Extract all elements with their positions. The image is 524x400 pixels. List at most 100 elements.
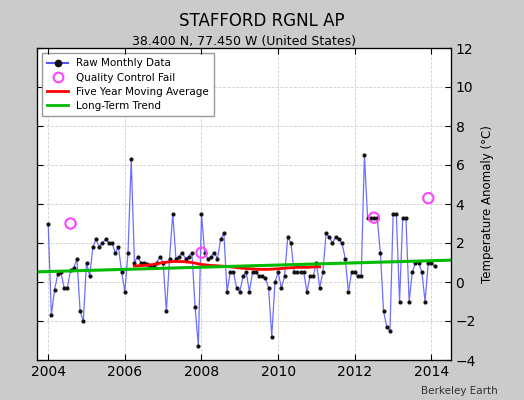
Point	[79, 318, 88, 324]
Point	[229, 269, 237, 276]
Point	[335, 236, 343, 242]
Point	[239, 273, 247, 279]
Point	[332, 234, 340, 240]
Point	[216, 236, 225, 242]
Point	[137, 259, 145, 266]
Point	[341, 255, 350, 262]
Point	[121, 288, 129, 295]
Point	[181, 255, 190, 262]
Point	[146, 263, 155, 270]
Point	[172, 255, 180, 262]
Point	[351, 269, 359, 276]
Point	[261, 275, 269, 281]
Point	[303, 288, 311, 295]
Point	[421, 298, 429, 305]
Point	[233, 285, 241, 291]
Point	[296, 269, 304, 276]
Point	[226, 269, 234, 276]
Point	[367, 214, 375, 221]
Point	[198, 210, 206, 217]
Point	[92, 236, 100, 242]
Point	[143, 261, 151, 268]
Point	[430, 263, 439, 270]
Point	[408, 269, 417, 276]
Point	[363, 214, 372, 221]
Point	[405, 298, 413, 305]
Point	[357, 273, 365, 279]
Point	[73, 255, 81, 262]
Point	[373, 214, 381, 221]
Point	[395, 298, 403, 305]
Point	[159, 259, 167, 266]
Point	[265, 285, 273, 291]
Point	[277, 285, 286, 291]
Point	[162, 308, 170, 314]
Point	[344, 288, 353, 295]
Title: 38.400 N, 77.450 W (United States): 38.400 N, 77.450 W (United States)	[132, 35, 356, 48]
Point	[108, 240, 116, 246]
Point	[287, 240, 295, 246]
Point	[99, 240, 107, 246]
Point	[418, 269, 426, 276]
Point	[85, 273, 94, 279]
Point	[370, 214, 378, 221]
Point	[44, 220, 52, 227]
Point	[411, 259, 420, 266]
Point	[124, 250, 132, 256]
Point	[149, 263, 158, 270]
Point	[328, 240, 336, 246]
Point	[255, 273, 263, 279]
Point	[114, 244, 123, 250]
Point	[338, 240, 346, 246]
Point	[111, 250, 119, 256]
Point	[152, 259, 161, 266]
Point	[370, 214, 378, 221]
Point	[242, 269, 250, 276]
Point	[280, 273, 289, 279]
Point	[102, 236, 110, 242]
Point	[319, 269, 327, 276]
Point	[315, 285, 324, 291]
Point	[290, 269, 298, 276]
Point	[127, 156, 135, 162]
Point	[252, 269, 260, 276]
Point	[67, 220, 75, 227]
Point	[392, 210, 400, 217]
Point	[130, 259, 139, 266]
Point	[95, 244, 103, 250]
Point	[191, 304, 199, 310]
Point	[47, 312, 56, 318]
Point	[53, 271, 62, 278]
Point	[306, 273, 314, 279]
Point	[169, 210, 177, 217]
Point	[248, 269, 257, 276]
Point	[236, 288, 244, 295]
Point	[140, 259, 148, 266]
Point	[383, 324, 391, 330]
Point	[427, 259, 435, 266]
Point	[376, 250, 385, 256]
Point	[178, 250, 187, 256]
Point	[223, 288, 231, 295]
Point	[89, 244, 97, 250]
Point	[213, 255, 222, 262]
Point	[309, 273, 318, 279]
Point	[201, 250, 209, 256]
Point	[379, 308, 388, 314]
Point	[63, 285, 72, 291]
Point	[424, 259, 432, 266]
Point	[67, 267, 75, 274]
Text: Berkeley Earth: Berkeley Earth	[421, 386, 498, 396]
Point	[220, 230, 228, 236]
Point	[117, 269, 126, 276]
Point	[414, 259, 423, 266]
Point	[258, 273, 266, 279]
Point	[50, 286, 59, 293]
Point	[194, 343, 202, 350]
Point	[204, 255, 212, 262]
Point	[399, 214, 407, 221]
Y-axis label: Temperature Anomaly (°C): Temperature Anomaly (°C)	[482, 125, 495, 283]
Point	[82, 259, 91, 266]
Point	[312, 259, 321, 266]
Point	[57, 269, 65, 276]
